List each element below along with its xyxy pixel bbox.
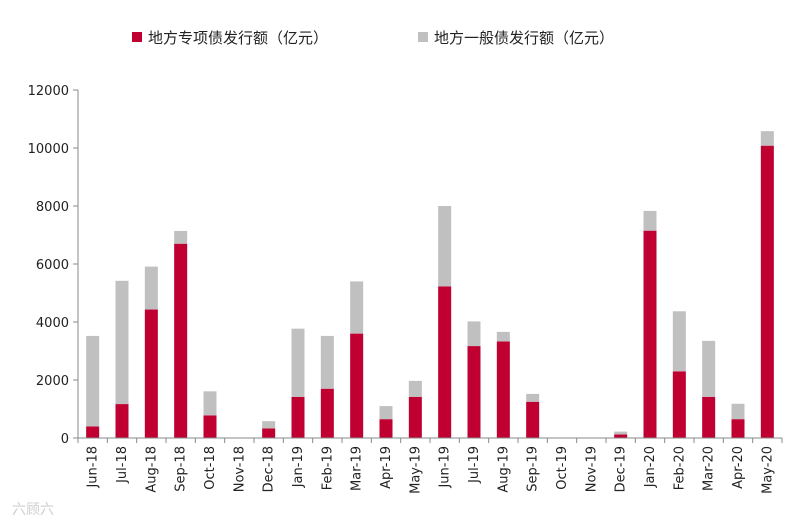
bar-general-bond	[350, 281, 364, 334]
bar-general-bond	[203, 391, 217, 416]
bar-special-bond	[174, 243, 188, 438]
bar-general-bond	[731, 403, 745, 420]
bar-special-bond	[350, 333, 364, 438]
x-tick-label: May-19	[408, 446, 423, 494]
legend-swatch-special-bond	[132, 32, 142, 42]
bar-general-bond	[614, 431, 628, 435]
x-tick-label: Feb-20	[672, 446, 687, 490]
bar-special-bond	[115, 404, 129, 438]
x-axis: Jun-18 Jul-18 Aug-18 Sep-18 Oct-18 Nov-18 Dec-…	[77, 437, 783, 494]
bar-general-bond	[408, 380, 422, 397]
x-tick-label: Jul-19	[467, 446, 482, 484]
bar-special-bond	[203, 415, 217, 438]
bar-general-bond	[702, 340, 716, 397]
bar-general-bond	[174, 230, 188, 244]
bar-special-bond	[672, 371, 686, 438]
bar-general-bond	[467, 321, 481, 347]
x-tick-label: Sep-19	[526, 446, 541, 492]
x-tick-label: Sep-18	[174, 446, 189, 492]
bar-general-bond	[379, 406, 393, 420]
bar-special-bond	[379, 419, 393, 438]
x-tick-label: Jun-18	[86, 446, 101, 489]
x-tick-label: Apr-19	[379, 446, 394, 489]
bar-special-bond	[86, 426, 100, 438]
bar-special-bond	[496, 341, 510, 438]
legend-swatch-general-bond	[418, 32, 428, 42]
x-tick-label: Jul-18	[115, 446, 130, 484]
y-tick-label: 12000	[28, 84, 69, 99]
x-tick-label: Feb-19	[320, 446, 335, 490]
bar-special-bond	[702, 396, 716, 438]
x-tick-label: Aug-19	[496, 446, 511, 493]
bar-general-bond	[760, 131, 774, 146]
x-tick-label: Oct-19	[555, 446, 570, 490]
x-tick-label: Jan-19	[291, 446, 306, 488]
x-tick-label: Mar-20	[702, 446, 717, 491]
x-tick-label: Jun-19	[438, 446, 453, 489]
bar-general-bond	[672, 311, 686, 372]
bar-special-bond	[408, 396, 422, 438]
x-tick-label: May-20	[760, 446, 775, 494]
bar-special-bond	[438, 286, 452, 438]
bar-general-bond	[86, 335, 100, 427]
bar-general-bond	[438, 206, 452, 287]
bar-special-bond	[144, 309, 158, 438]
x-tick-label: Apr-20	[731, 446, 746, 489]
bar-special-bond	[614, 434, 628, 438]
y-tick-label: 10000	[28, 142, 69, 157]
bar-general-bond	[115, 280, 129, 405]
bar-special-bond	[760, 145, 774, 438]
y-axis: 0 2000 4000 6000 8000 10000 12000	[28, 84, 79, 447]
bar-general-bond	[526, 393, 540, 402]
x-tick-label: Dec-19	[614, 446, 629, 492]
y-tick-label: 2000	[36, 374, 69, 389]
x-tick-label: Dec-18	[262, 446, 277, 492]
bar-general-bond	[320, 335, 334, 389]
x-tick-label: Aug-18	[144, 446, 159, 493]
bars	[86, 131, 774, 438]
bar-special-bond	[467, 346, 481, 438]
y-tick-label: 8000	[36, 200, 69, 215]
x-tick-label: Mar-19	[350, 446, 365, 491]
x-tick-label: Jan-20	[643, 446, 658, 488]
bar-general-bond	[496, 331, 510, 342]
bar-special-bond	[320, 388, 334, 438]
bar-general-bond	[291, 328, 305, 397]
x-tick-label: Oct-18	[203, 446, 218, 490]
legend-label-special-bond: 地方专项债发行额（亿元）	[148, 29, 328, 47]
y-tick-label: 4000	[36, 316, 69, 331]
legend-label-general-bond: 地方一般债发行额（亿元）	[434, 29, 614, 47]
bar-general-bond	[262, 421, 276, 429]
bar-general-bond	[144, 266, 158, 310]
x-tick-label: Nov-18	[232, 446, 247, 492]
x-tick-label: Nov-19	[584, 446, 599, 492]
y-tick-label: 6000	[36, 258, 69, 273]
watermark: 六顾六	[12, 502, 54, 518]
bar-general-bond	[643, 210, 657, 231]
bar-special-bond	[526, 401, 540, 438]
bar-special-bond	[262, 428, 276, 438]
legend: 地方专项债发行额（亿元） 地方一般债发行额（亿元）	[132, 29, 614, 47]
bar-special-bond	[291, 396, 305, 438]
bar-special-bond	[643, 230, 657, 438]
bar-special-bond	[731, 419, 745, 438]
y-tick-label: 0	[61, 432, 69, 447]
